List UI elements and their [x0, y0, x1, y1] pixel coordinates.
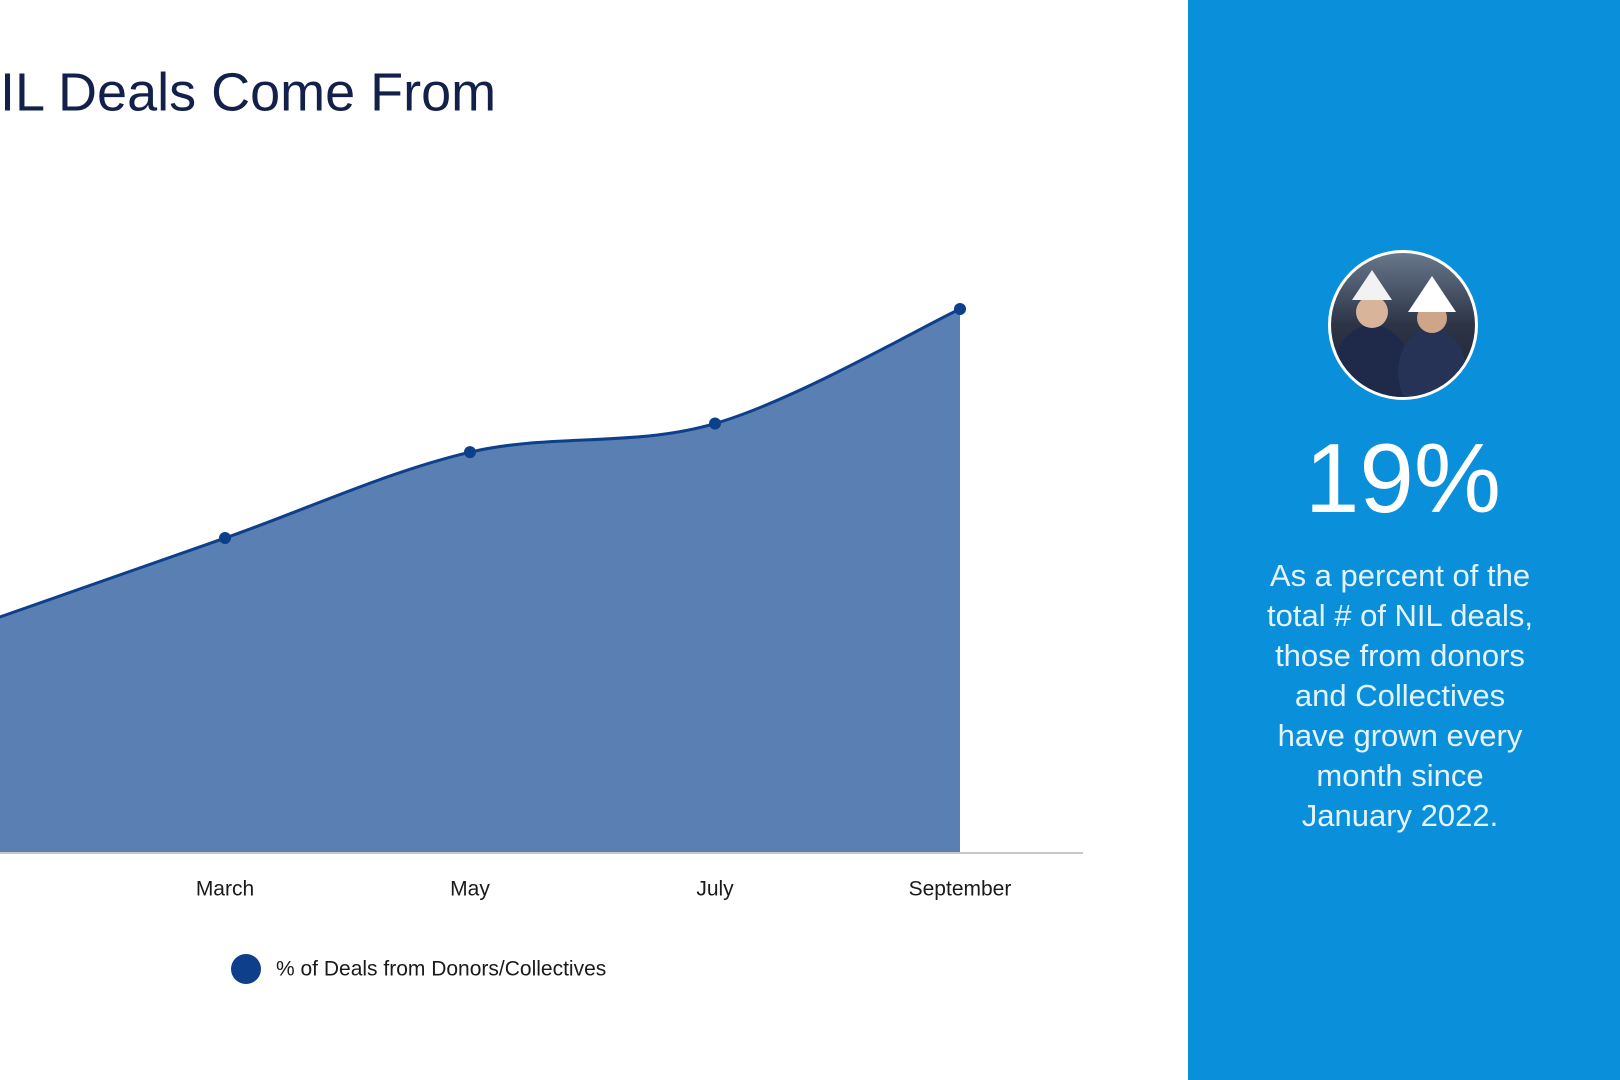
photo-headdress	[1408, 276, 1456, 312]
callout-line: total # of NIL deals,	[1267, 598, 1533, 633]
point	[464, 446, 476, 459]
point	[954, 303, 966, 315]
legend: % of Deals from Donors/Collectives	[231, 954, 606, 984]
x-tick-label: March	[196, 878, 254, 901]
callout-line: those from donors	[1275, 638, 1525, 673]
x-tick-label: July	[696, 878, 734, 901]
callout-line: have grown every	[1278, 718, 1523, 753]
photo-headdress	[1352, 270, 1392, 300]
point	[709, 417, 721, 430]
chart-title: IL Deals Come From	[0, 62, 496, 122]
x-tick-label: September	[909, 878, 1012, 901]
callout-line: and Collectives	[1295, 678, 1505, 713]
x-tick-label: May	[450, 878, 490, 901]
callout-line: month since	[1316, 758, 1483, 793]
callout-line: January 2022.	[1302, 798, 1498, 833]
side-panel	[1188, 0, 1620, 1080]
legend-label: % of Deals from Donors/Collectives	[276, 958, 606, 981]
point	[219, 532, 231, 545]
callout-value: 19%	[1305, 423, 1501, 533]
plot-area	[0, 303, 966, 853]
callout-line: As a percent of the	[1270, 558, 1530, 593]
photo-figure	[1356, 296, 1388, 328]
legend-marker	[231, 954, 261, 984]
area	[0, 309, 960, 853]
callout-text: As a percent of the total # of NIL deals,…	[1267, 558, 1533, 833]
